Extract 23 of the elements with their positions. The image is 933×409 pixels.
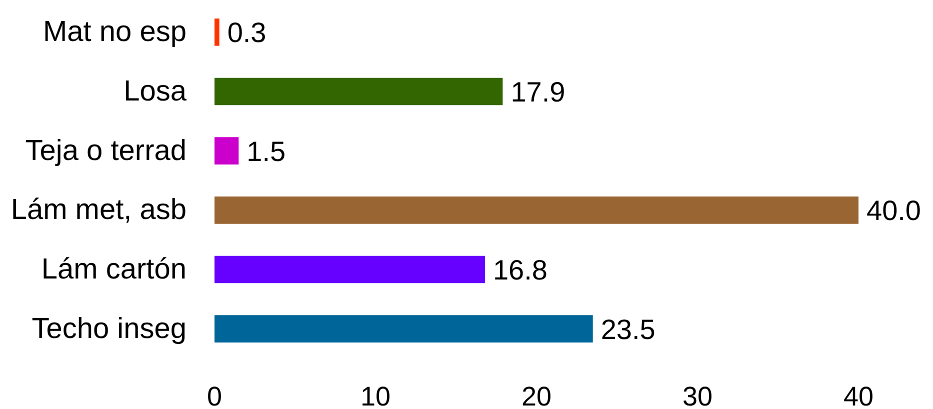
data-label: 23.5 [600,314,656,345]
x-tick-label: 0 [206,382,222,409]
bar [214,137,239,164]
data-label: 40.0 [866,195,921,226]
x-tick-label: 30 [682,382,713,409]
bar [214,18,220,46]
bar [214,315,593,342]
y-tick-label: Losa [124,76,188,108]
y-tick-label: Lám cartón [41,254,187,286]
x-tick-label: 10 [360,382,391,409]
data-label: 17.9 [510,76,566,108]
y-tick-label: Techo inseg [32,312,187,345]
x-tick-label: 40 [843,382,874,409]
data-label: 0.3 [227,17,266,48]
y-tick-label: Mat no esp [43,16,187,48]
y-tick-label: Lám met, asb [10,194,186,226]
data-label: 16.8 [492,254,548,286]
bar [214,196,858,224]
x-tick-label: 20 [521,382,552,409]
bar [214,256,485,284]
bar [214,78,503,106]
data-label: 1.5 [246,136,286,167]
y-tick-label: Teja o terrad [25,134,187,167]
